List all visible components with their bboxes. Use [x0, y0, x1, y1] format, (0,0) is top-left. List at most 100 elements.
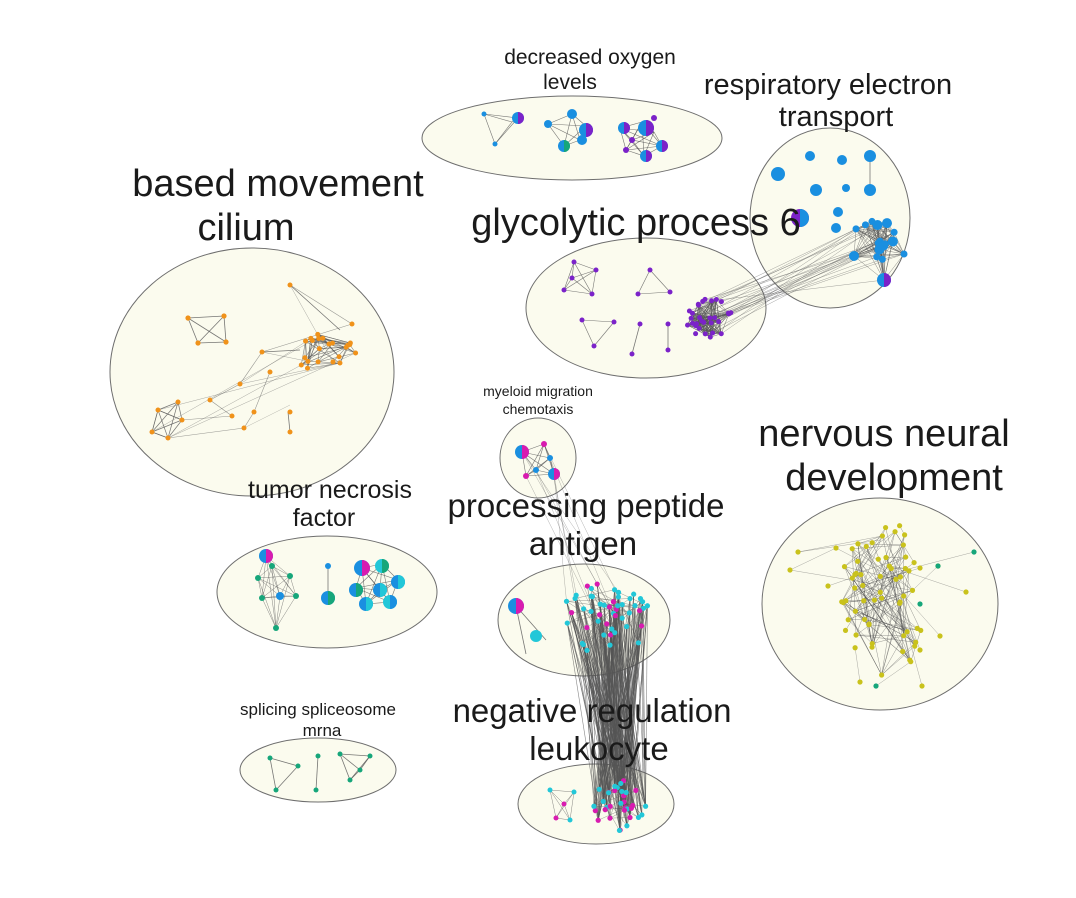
edge: [885, 527, 915, 647]
label-tumor-line2: factor: [293, 504, 356, 532]
edge: [893, 232, 905, 255]
edge: [581, 319, 595, 347]
edge: [871, 579, 897, 648]
node: [635, 640, 641, 646]
edge: [844, 566, 865, 620]
label-myeloid-line2: chemotaxis: [503, 401, 574, 417]
node: [632, 603, 638, 609]
node: [337, 751, 343, 757]
edge: [845, 544, 904, 601]
edge: [243, 411, 255, 429]
node: [903, 554, 909, 560]
node: [267, 755, 273, 761]
node: [665, 321, 671, 327]
node: [287, 573, 293, 579]
node: [547, 455, 553, 461]
edge: [553, 473, 583, 644]
node: [579, 123, 593, 137]
node: [875, 556, 881, 562]
edge: [797, 535, 883, 553]
node: [902, 565, 908, 572]
node: [695, 301, 701, 307]
node: [718, 299, 724, 305]
label-antigen-line1: processing peptide: [447, 487, 724, 524]
node: [610, 599, 617, 605]
edge: [598, 634, 611, 790]
node: [375, 559, 389, 573]
node: [607, 815, 613, 821]
node: [852, 572, 858, 578]
edge: [269, 757, 277, 791]
edge: [899, 603, 923, 687]
node: [606, 604, 613, 610]
edge: [187, 315, 225, 319]
edge: [563, 803, 571, 821]
node: [881, 218, 892, 229]
edge: [709, 256, 877, 319]
node: [367, 753, 373, 759]
node: [725, 310, 731, 316]
node: [336, 354, 342, 360]
edge: [614, 790, 621, 831]
node: [633, 787, 639, 793]
edge: [690, 300, 712, 319]
node: [700, 298, 706, 304]
node: [693, 331, 699, 337]
edge: [549, 789, 571, 821]
edge: [586, 601, 614, 651]
node-part: [390, 595, 397, 609]
node: [615, 603, 621, 609]
node: [547, 787, 553, 793]
edge: [483, 113, 496, 145]
node: [852, 608, 858, 614]
edge: [157, 409, 183, 421]
node: [567, 817, 573, 823]
edge: [563, 261, 575, 291]
edge: [608, 792, 625, 811]
node: [879, 533, 885, 539]
node-part: [554, 468, 560, 480]
node: [712, 315, 718, 321]
node: [175, 399, 181, 405]
edge: [852, 548, 913, 591]
node: [588, 585, 595, 592]
edge: [209, 383, 241, 401]
node: [273, 787, 279, 793]
node: [639, 812, 645, 818]
label-respiratory-line1: respiratory electron: [704, 69, 952, 101]
edge: [691, 240, 881, 319]
node: [602, 807, 608, 813]
edge: [167, 419, 183, 439]
node: [635, 291, 641, 297]
node: [309, 337, 315, 343]
node: [611, 587, 618, 593]
edge: [701, 241, 893, 322]
edge: [882, 253, 905, 260]
edge: [549, 789, 557, 819]
node: [866, 621, 872, 627]
node: [584, 624, 590, 631]
node: [267, 369, 273, 375]
edge: [872, 635, 904, 644]
edge: [586, 627, 611, 646]
node: [568, 610, 575, 616]
node: [315, 753, 321, 759]
node: [530, 630, 542, 642]
node: [287, 429, 293, 435]
edge: [571, 277, 593, 295]
node: [787, 567, 793, 573]
node: [298, 362, 304, 368]
node: [512, 112, 524, 124]
edge: [880, 551, 975, 577]
edge: [610, 634, 643, 815]
node: [595, 618, 601, 624]
label-leukocyte-line2: leukocyte: [529, 730, 668, 767]
edge: [151, 401, 179, 433]
edge: [275, 595, 281, 629]
node: [710, 330, 716, 336]
node: [628, 805, 634, 811]
edge: [855, 603, 900, 636]
edge: [535, 469, 599, 622]
edge: [181, 415, 233, 421]
node: [553, 815, 559, 821]
